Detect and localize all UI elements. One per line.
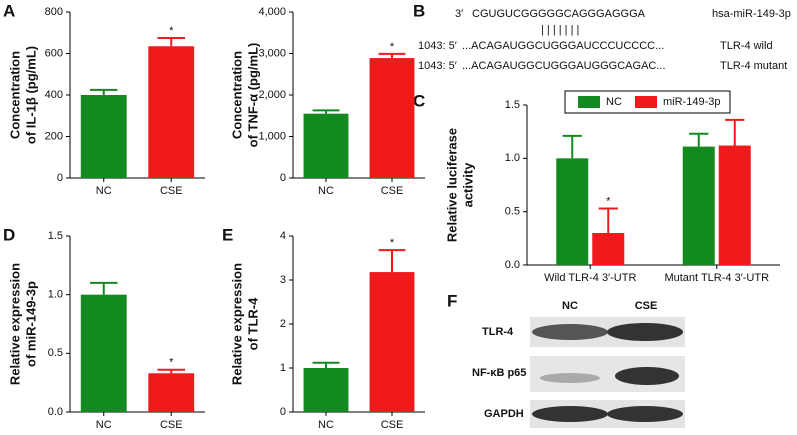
blot-panel: NC CSE TLR-4 NF-κB p65 GAPDH (472, 300, 685, 428)
y-axis-label: of TLR-4 (245, 297, 260, 350)
x-tick-label: NC (318, 185, 334, 197)
blot-row: GAPDH (484, 408, 524, 420)
blot-band (532, 324, 608, 340)
y-tick-label: 2 (280, 318, 286, 330)
significance: * (169, 25, 174, 37)
bar (592, 233, 625, 265)
mirna-name: hsa-miR-149-3p (712, 8, 791, 20)
bar (80, 95, 127, 178)
panel-label: D (3, 225, 15, 244)
y-tick-label: 1.5 (48, 230, 63, 242)
y-tick-label: 0.5 (505, 206, 520, 218)
mutant-sequence: ...ACAGAUGGCUGGGAUGGGCAGAC... (462, 60, 666, 72)
sequence-panel: 3′ CGUGUCGGGGGCAGGGAGGGA hsa-miR-149-3p … (418, 8, 791, 72)
y-tick-label: 0.0 (48, 406, 63, 418)
blot-row: NF-κB p65 (472, 367, 526, 379)
blot-band (615, 367, 679, 385)
y-axis-label: Concentration (7, 51, 22, 139)
y-axis-label: Relative expression (229, 263, 244, 385)
x-tick-label: CSE (381, 419, 404, 431)
panel-label: F (447, 291, 457, 310)
panel-label: B (413, 1, 425, 20)
y-axis-label: Relative expression (7, 263, 22, 385)
mirna-sequence: CGUGUCGGGGGCAGGGAGGGA (472, 8, 646, 20)
y-tick-label: 1.0 (48, 289, 63, 301)
blot-band (607, 323, 683, 341)
x-tick-label: CSE (160, 185, 183, 197)
bar (556, 158, 589, 265)
y-tick-label: 1 (280, 362, 286, 374)
significance: * (390, 41, 395, 53)
y-tick-label: 3 (280, 274, 286, 286)
y-tick-label: 1.0 (505, 152, 520, 164)
y-tick-label: 2,000 (258, 89, 286, 101)
y-tick-label: 800 (45, 6, 63, 18)
significance: * (606, 195, 611, 207)
y-axis-label: of TNF-α (pg/mL) (245, 43, 260, 148)
wild-name: TLR-4 wild (720, 40, 773, 52)
blot-column: NC (562, 300, 578, 312)
panel-label: E (222, 225, 233, 244)
mirna-prefix: 3′ (455, 8, 463, 20)
y-tick-label: 200 (45, 130, 63, 142)
legend-box (564, 90, 731, 114)
legend-label: miR-149-3p (663, 96, 720, 108)
y-axis-label: of IL-1β (pg/mL) (23, 46, 38, 144)
y-axis-label: activity (460, 162, 475, 208)
y-tick-label: 0 (280, 406, 286, 418)
blot-column: CSE (635, 300, 658, 312)
x-tick-label: NC (96, 419, 112, 431)
significance: * (169, 357, 174, 369)
x-tick-label: CSE (381, 185, 404, 197)
y-tick-label: 0 (280, 172, 286, 184)
x-tick-label: NC (96, 185, 112, 197)
bar (303, 368, 349, 412)
bar (369, 272, 415, 412)
bar (682, 146, 715, 265)
bar (369, 58, 415, 178)
x-tick-label: NC (318, 419, 334, 431)
mutant-name: TLR-4 mutant (720, 60, 787, 72)
y-tick-label: 0.0 (505, 259, 520, 271)
y-axis-label: Relative luciferase (444, 128, 459, 242)
y-tick-label: 1.5 (505, 99, 520, 111)
bar (80, 294, 127, 412)
significance: * (390, 237, 395, 249)
bar (718, 145, 751, 265)
bar (303, 113, 349, 178)
blot-band (607, 406, 683, 422)
y-tick-label: 600 (45, 47, 63, 59)
blot-row: TLR-4 (482, 326, 514, 338)
wild-position: 1043: 5′ (418, 40, 457, 52)
y-tick-label: 400 (45, 89, 63, 101)
y-tick-label: 3,000 (258, 47, 286, 59)
legend-swatch (578, 96, 600, 108)
panel-label: C (413, 91, 425, 110)
y-axis-label: Concentration (229, 51, 244, 139)
legend-label: NC (606, 96, 622, 108)
y-tick-label: 1,000 (258, 130, 286, 142)
bar (148, 373, 195, 412)
blot-band (532, 406, 608, 422)
mutant-position: 1043: 5′ (418, 60, 457, 72)
panel-label: A (3, 1, 15, 20)
y-axis-label: of miR-149-3p (23, 281, 38, 367)
x-tick-label: Mutant TLR-4 3′-UTR (664, 272, 769, 284)
wild-sequence: ...ACAGAUGGCUGGGAUCCCUCCCC... (462, 40, 664, 52)
x-tick-label: Wild TLR-4 3′-UTR (544, 272, 636, 284)
legend-swatch (635, 96, 657, 108)
y-tick-label: 4 (280, 230, 286, 242)
y-tick-label: 0.5 (48, 347, 63, 359)
bar (148, 46, 195, 178)
x-tick-label: CSE (160, 419, 183, 431)
pairing: | | | | | | | (541, 24, 579, 36)
y-tick-label: 0 (57, 172, 63, 184)
y-tick-label: 4,000 (258, 6, 286, 18)
blot-band (540, 373, 600, 383)
